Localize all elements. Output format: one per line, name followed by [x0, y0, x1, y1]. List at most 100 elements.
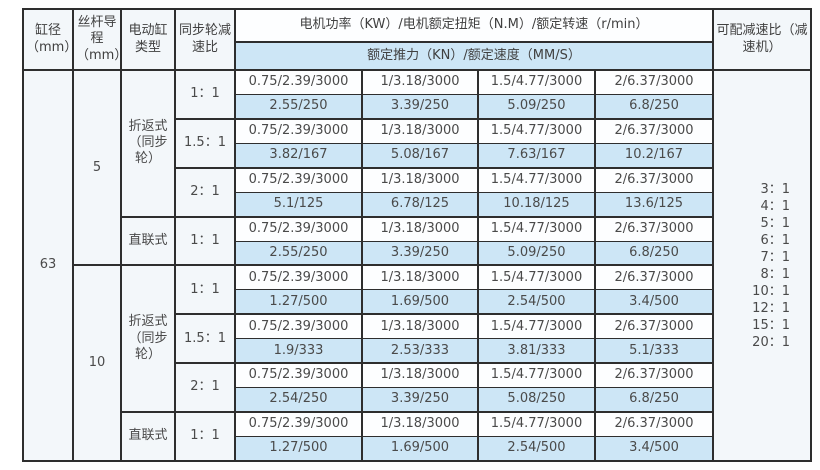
- power-spec-cell: 1.5/4.77/3000: [477, 69, 596, 95]
- power-spec-cell: 0.75/2.39/3000: [234, 410, 363, 437]
- table-row: 2.55/250 3.39/250 5.09/250 6.8/250: [23, 240, 811, 267]
- thrust-speed-cell: 2.55/250: [234, 240, 363, 267]
- power-spec-cell: 1.5/4.77/3000: [477, 410, 596, 437]
- ratio-cell: 2：1: [174, 362, 236, 413]
- power-spec-cell: 1.5/4.77/3000: [477, 166, 596, 193]
- lead-cell-10: 10: [72, 264, 122, 462]
- table-row: 1.5：1 0.75/2.39/3000 1/3.18/3000 1.5/4.7…: [23, 313, 811, 365]
- thrust-speed-cell: 5.1/333: [594, 338, 714, 365]
- table-row: 5.1/125 6.78/125 10.18/125 13.6/125: [23, 191, 811, 218]
- bore-cell: 63: [22, 69, 74, 462]
- table-row: 2：1 0.75/2.39/3000 1/3.18/3000 1.5/4.77/…: [23, 166, 811, 218]
- thrust-speed-cell: 1.27/500: [234, 435, 363, 462]
- header-lead: 丝杆导程（mm）: [72, 7, 122, 72]
- power-spec-cell: 1/3.18/3000: [361, 313, 479, 340]
- power-spec-cell: 1.5/4.77/3000: [477, 117, 596, 144]
- thrust-speed-cell: 7.63/167: [477, 142, 596, 169]
- reducer-option: 3：1: [760, 181, 790, 197]
- power-spec-cell: 2/6.37/3000: [594, 69, 714, 95]
- reducer-option: 4：1: [760, 198, 790, 214]
- thrust-speed-cell: 1.69/500: [361, 289, 479, 316]
- power-spec-cell: 2/6.37/3000: [594, 264, 714, 291]
- header-row-1: 缸径（mm） 丝杆导程（mm） 电动缸类型 同步轮减速比 电机功率（KW）/电机…: [22, 7, 812, 72]
- reducer-option: 8：1: [760, 266, 790, 282]
- ratio-cell: 2：1: [174, 166, 236, 218]
- thrust-speed-cell: 1.9/333: [234, 338, 363, 365]
- reducer-option: 15：1: [752, 317, 790, 333]
- thrust-speed-cell: 3.39/250: [361, 387, 479, 413]
- header-reducer: 可配减速比（减速机）: [712, 7, 812, 72]
- thrust-speed-cell: 2.54/500: [477, 435, 596, 462]
- reducer-option: 7：1: [760, 249, 790, 265]
- thrust-speed-cell: 3.39/250: [361, 93, 479, 120]
- type-cell-direct-lower: 直联式: [120, 410, 176, 463]
- type-cell-direct-upper: 直联式: [120, 215, 176, 267]
- thrust-speed-cell: 2.55/250: [234, 93, 363, 120]
- power-spec-cell: 0.75/2.39/3000: [234, 362, 363, 389]
- reducer-option: 12：1: [752, 300, 790, 316]
- power-spec-cell: 2/6.37/3000: [594, 313, 714, 340]
- power-spec-cell: 0.75/2.39/3000: [234, 264, 363, 291]
- reducer-options-cell: 3：1 4：1 5：1 6：1 7：1 8：1 10：1 12：1 15：1 2…: [712, 69, 812, 462]
- reducer-option: 6：1: [760, 232, 790, 248]
- thrust-speed-cell: 13.6/125: [594, 191, 714, 218]
- power-spec-cell: 1/3.18/3000: [361, 69, 479, 95]
- table-row: 63 5 折返式（同步轮） 1：1 0.75/2.39/3000 1/3.18/…: [22, 69, 812, 462]
- power-spec-cell: 1.5/4.77/3000: [477, 362, 596, 389]
- table-row: 1.27/500 1.69/500 2.54/500 3.4/500: [23, 289, 811, 316]
- power-spec-cell: 2/6.37/3000: [594, 410, 714, 437]
- thrust-speed-cell: 10.2/167: [594, 142, 714, 169]
- power-spec-cell: 2/6.37/3000: [594, 362, 714, 389]
- power-spec-cell: 1.5/4.77/3000: [477, 313, 596, 340]
- ratio-cell: 1：1: [174, 264, 236, 316]
- thrust-speed-cell: 5.08/167: [361, 142, 479, 169]
- thrust-speed-cell: 5.09/250: [477, 93, 596, 120]
- table-row: 直联式 1：1 0.75/2.39/3000 1/3.18/3000 1.5/4…: [23, 410, 811, 463]
- header-thrust-spec: 额定推力（KN）/额定速度（MM/S）: [234, 40, 714, 72]
- thrust-speed-cell: 3.4/500: [594, 289, 714, 316]
- power-spec-cell: 1.5/4.77/3000: [477, 215, 596, 242]
- type-cell-foldback-upper: 折返式（同步轮）: [120, 69, 176, 218]
- header-sync-ratio: 同步轮减速比: [174, 7, 236, 72]
- ratio-cell: 1.5：1: [174, 313, 236, 365]
- thrust-speed-cell: 1.69/500: [361, 435, 479, 462]
- power-spec-cell: 2/6.37/3000: [594, 166, 714, 193]
- power-spec-cell: 0.75/2.39/3000: [234, 69, 363, 95]
- ratio-cell: 1：1: [174, 410, 236, 463]
- thrust-speed-cell: 6.78/125: [361, 191, 479, 218]
- power-spec-cell: 1/3.18/3000: [361, 264, 479, 291]
- spec-table: 缸径（mm） 丝杆导程（mm） 电动缸类型 同步轮减速比 电机功率（KW）/电机…: [22, 7, 812, 463]
- power-spec-cell: 2/6.37/3000: [594, 215, 714, 242]
- power-spec-cell: 1/3.18/3000: [361, 410, 479, 437]
- thrust-speed-cell: 2.54/250: [234, 387, 363, 413]
- header-bore: 缸径（mm）: [22, 7, 74, 72]
- power-spec-cell: 1.5/4.77/3000: [477, 264, 596, 291]
- table-row: 直联式 1：1 0.75/2.39/3000 1/3.18/3000 1.5/4…: [23, 215, 811, 267]
- reducer-option: 20：1: [752, 334, 790, 350]
- thrust-speed-cell: 6.8/250: [594, 240, 714, 267]
- thrust-speed-cell: 10.18/125: [477, 191, 596, 218]
- table-row: 2.55/250 3.39/250 5.09/250 6.8/250: [23, 93, 811, 120]
- header-cylinder-type: 电动缸类型: [120, 7, 176, 72]
- thrust-speed-cell: 3.81/333: [477, 338, 596, 365]
- type-cell-foldback-lower: 折返式（同步轮）: [120, 264, 176, 413]
- header-motor-spec: 电机功率（KW）/电机额定扭矩（N.M）/额定转速（r/min）: [234, 8, 714, 43]
- header-row-2: 额定推力（KN）/额定速度（MM/S）: [23, 40, 811, 72]
- ratio-cell: 1：1: [174, 69, 236, 120]
- lead-cell-5: 5: [72, 69, 122, 267]
- thrust-speed-cell: 3.82/167: [234, 142, 363, 169]
- power-spec-cell: 1/3.18/3000: [361, 215, 479, 242]
- table-row: 10 折返式（同步轮） 1：1 0.75/2.39/3000 1/3.18/30…: [23, 264, 811, 462]
- power-spec-cell: 0.75/2.39/3000: [234, 215, 363, 242]
- reducer-options-list: 3：1 4：1 5：1 6：1 7：1 8：1 10：1 12：1 15：1 2…: [734, 181, 790, 351]
- thrust-speed-cell: 3.4/500: [594, 435, 714, 462]
- table-row: 2.54/250 3.39/250 5.08/250 6.8/250: [23, 387, 811, 413]
- thrust-speed-cell: 5.08/250: [477, 387, 596, 413]
- table-row: 1.27/500 1.69/500 2.54/500 3.4/500: [23, 435, 811, 462]
- thrust-speed-cell: 2.54/500: [477, 289, 596, 316]
- power-spec-cell: 1/3.18/3000: [361, 362, 479, 389]
- reducer-option: 5：1: [760, 215, 790, 231]
- thrust-speed-cell: 3.39/250: [361, 240, 479, 267]
- power-spec-cell: 2/6.37/3000: [594, 117, 714, 144]
